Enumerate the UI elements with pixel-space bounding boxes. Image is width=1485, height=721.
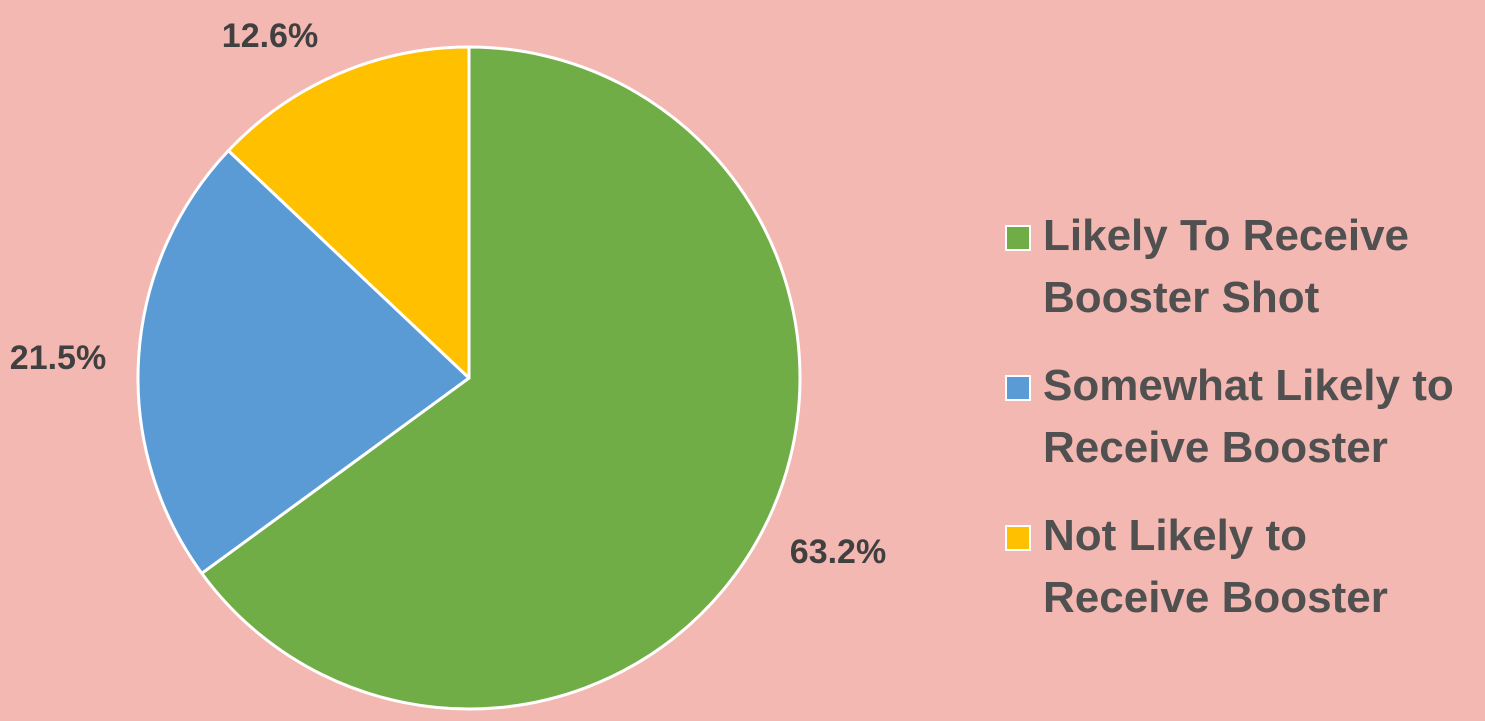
pie-slice-somewhat-likely: [136, 149, 471, 575]
legend-swatch-somewhat-likely: [1005, 375, 1031, 401]
legend-label-somewhat-likely: Somewhat Likely to Receive Booster: [1043, 361, 1454, 472]
pie-slice-likely: [200, 45, 802, 711]
legend-swatch-not-likely: [1005, 525, 1031, 551]
pie-slice-not-likely: [226, 45, 471, 380]
legend-item-somewhat-likely: Somewhat Likely to Receive Booster: [1005, 355, 1475, 479]
data-label-likely: 63.2%: [790, 533, 886, 571]
legend-swatch-likely: [1005, 225, 1031, 251]
data-label-not-likely: 12.6%: [222, 17, 318, 55]
legend-item-not-likely: Not Likely to Receive Booster: [1005, 505, 1475, 629]
legend-label-likely: Likely To Receive Booster Shot: [1043, 211, 1410, 322]
legend-label-not-likely: Not Likely to Receive Booster: [1043, 511, 1388, 622]
chart-legend: Likely To Receive Booster Shot Somewhat …: [1005, 205, 1475, 655]
legend-item-likely: Likely To Receive Booster Shot: [1005, 205, 1475, 329]
data-label-somewhat-likely: 21.5%: [10, 339, 106, 377]
